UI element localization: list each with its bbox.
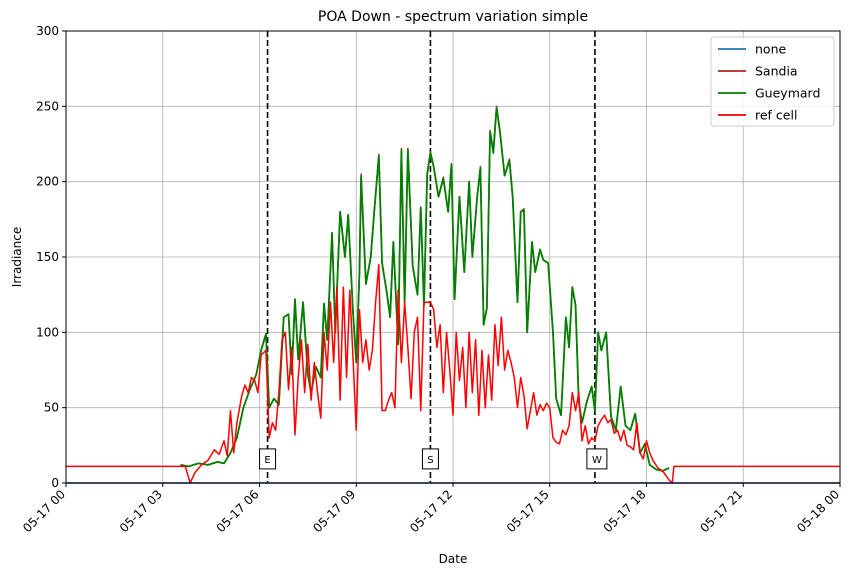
chart-title: POA Down - spectrum variation simple (318, 9, 588, 25)
y-tick-label: 100 (36, 325, 59, 339)
y-tick-label: 50 (44, 401, 59, 415)
legend: none Sandia Gueymard ref cell (710, 36, 835, 127)
marker-label-w: W (592, 455, 602, 466)
y-tick-label: 200 (36, 175, 59, 189)
y-tick-label: 150 (36, 250, 59, 264)
marker-box-s (421, 448, 439, 470)
legend-entry: ref cell (755, 108, 797, 123)
marker-label-s: S (427, 455, 433, 466)
x-axis-label: Date (439, 552, 468, 566)
series-line-ref-cell (66, 263, 840, 484)
y-tick-label: 300 (36, 24, 59, 38)
legend-entry: Sandia (755, 64, 798, 79)
marker-label-e: E (264, 455, 270, 466)
y-tick-label: 250 (36, 99, 59, 113)
marker-box-w (586, 448, 608, 470)
y-axis-label: Irradiance (10, 227, 24, 287)
legend-box (710, 36, 835, 127)
vertical-markers (266, 31, 596, 483)
legend-entry: none (755, 42, 786, 57)
y-axis-ticks: 0 50 100 150 200 250 300 (36, 24, 66, 490)
legend-entry: Gueymard (755, 86, 820, 101)
marker-box-e (259, 448, 277, 470)
y-tick-label: 0 (51, 476, 59, 490)
